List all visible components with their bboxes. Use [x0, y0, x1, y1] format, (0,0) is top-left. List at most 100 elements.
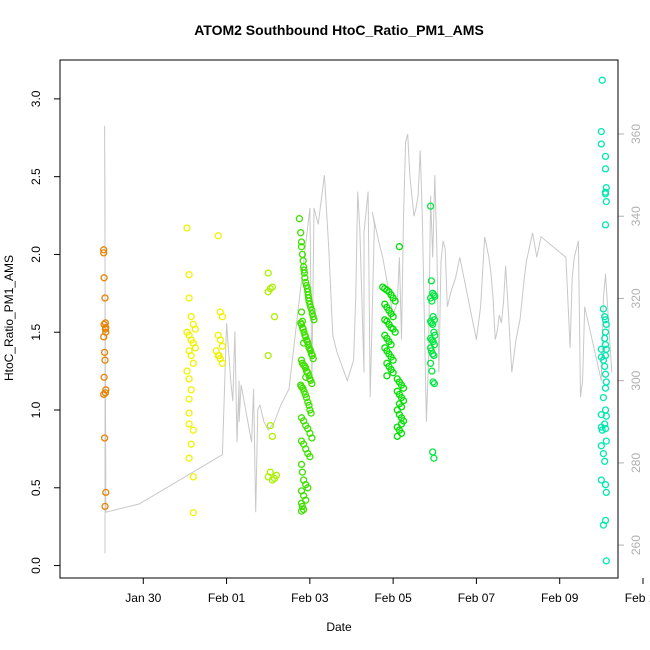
data-point: [601, 481, 610, 489]
data-point: [387, 341, 395, 349]
plot-frame: [59, 59, 619, 579]
y-tick-label: 2.0: [29, 246, 43, 263]
data-point: [272, 471, 281, 479]
x-tick-label: Feb 05: [374, 591, 412, 605]
data-point: [100, 390, 108, 399]
data-point: [101, 325, 110, 333]
data-point: [430, 454, 438, 462]
data-point: [189, 426, 197, 434]
series-group: [379, 243, 408, 441]
axes-layer: Jan 30 Feb 01 Feb 03 Feb 05 Feb 07 Feb 09 Feb …: [29, 90, 650, 605]
data-point: [601, 190, 610, 198]
data-point: [427, 277, 436, 285]
data-point: [218, 313, 227, 321]
data-point: [297, 499, 306, 507]
data-point: [601, 516, 610, 525]
data-point: [601, 406, 610, 414]
y-tick-label: 3.0: [29, 90, 43, 107]
data-point: [185, 420, 193, 428]
y2-tick-label: 280: [629, 453, 643, 473]
data-point: [101, 389, 110, 397]
data-point: [602, 557, 610, 565]
data-point: [187, 386, 195, 394]
data-point: [102, 488, 110, 497]
data-point: [602, 378, 610, 386]
data-point: [601, 152, 610, 161]
data-point: [430, 351, 438, 360]
data-point: [426, 359, 435, 367]
data-point: [599, 305, 608, 313]
x-tick-label: Feb 01: [208, 591, 246, 605]
data-point: [298, 468, 307, 476]
data-point: [309, 313, 317, 321]
data-point: [100, 249, 108, 257]
data-point: [270, 313, 279, 321]
data-point: [266, 421, 274, 430]
data-point: [298, 317, 307, 325]
data-point: [429, 448, 437, 456]
data-point: [602, 437, 610, 445]
data-point: [100, 246, 108, 254]
series-group: [295, 215, 318, 515]
data-point: [601, 420, 609, 428]
data-point: [304, 341, 312, 349]
data-point: [430, 328, 438, 336]
data-point: [602, 320, 610, 329]
data-point: [101, 356, 109, 364]
data-point: [214, 232, 222, 240]
data-point: [307, 376, 315, 385]
data-point: [264, 351, 272, 360]
x-tick-label: Feb 03: [291, 591, 329, 605]
background-line-layer: [104, 125, 613, 554]
data-point: [189, 473, 197, 481]
data-point: [298, 502, 307, 511]
data-point: [597, 476, 605, 484]
data-point: [426, 202, 435, 210]
data-point: [302, 373, 310, 381]
data-point: [299, 339, 308, 347]
data-point: [266, 468, 274, 476]
data-point: [426, 344, 435, 352]
data-point: [601, 370, 610, 378]
data-point: [308, 351, 316, 360]
data-point: [297, 229, 305, 237]
data-point: [185, 294, 193, 302]
data-point: [601, 316, 610, 324]
data-point: [185, 395, 193, 403]
y-tick-label: 0.0: [29, 557, 43, 574]
x-tick-label: Feb 11: [625, 591, 650, 605]
data-point: [100, 333, 108, 341]
y-tick-label: 1.0: [29, 401, 43, 418]
data-point: [185, 454, 193, 462]
data-point: [601, 384, 610, 392]
data-point: [601, 457, 609, 465]
data-point: [310, 316, 318, 324]
data-point: [297, 507, 306, 515]
data-point: [302, 278, 310, 287]
data-point: [185, 375, 193, 383]
series-group: [183, 224, 227, 517]
data-point: [383, 372, 391, 380]
data-point: [305, 401, 313, 409]
data-point: [599, 449, 608, 458]
data-point: [429, 350, 437, 358]
data-point: [268, 283, 277, 291]
data-point: [389, 356, 397, 364]
data-point: [268, 432, 277, 441]
data-point: [395, 243, 404, 251]
y2-tick-label: 260: [629, 535, 643, 555]
data-point: [602, 197, 610, 206]
data-point: [100, 274, 108, 282]
x-tick-label: Feb 09: [541, 591, 579, 605]
data-point: [599, 393, 608, 402]
data-point: [597, 442, 605, 450]
data-point: [218, 359, 227, 367]
data-point: [389, 369, 397, 377]
data-point: [191, 344, 199, 352]
data-point: [427, 319, 436, 327]
series-group: [264, 269, 281, 484]
y-tick-label: 2.5: [29, 168, 43, 185]
y2-tick-label: 360: [629, 124, 643, 144]
background-line: [104, 125, 613, 554]
data-point: [216, 336, 224, 344]
